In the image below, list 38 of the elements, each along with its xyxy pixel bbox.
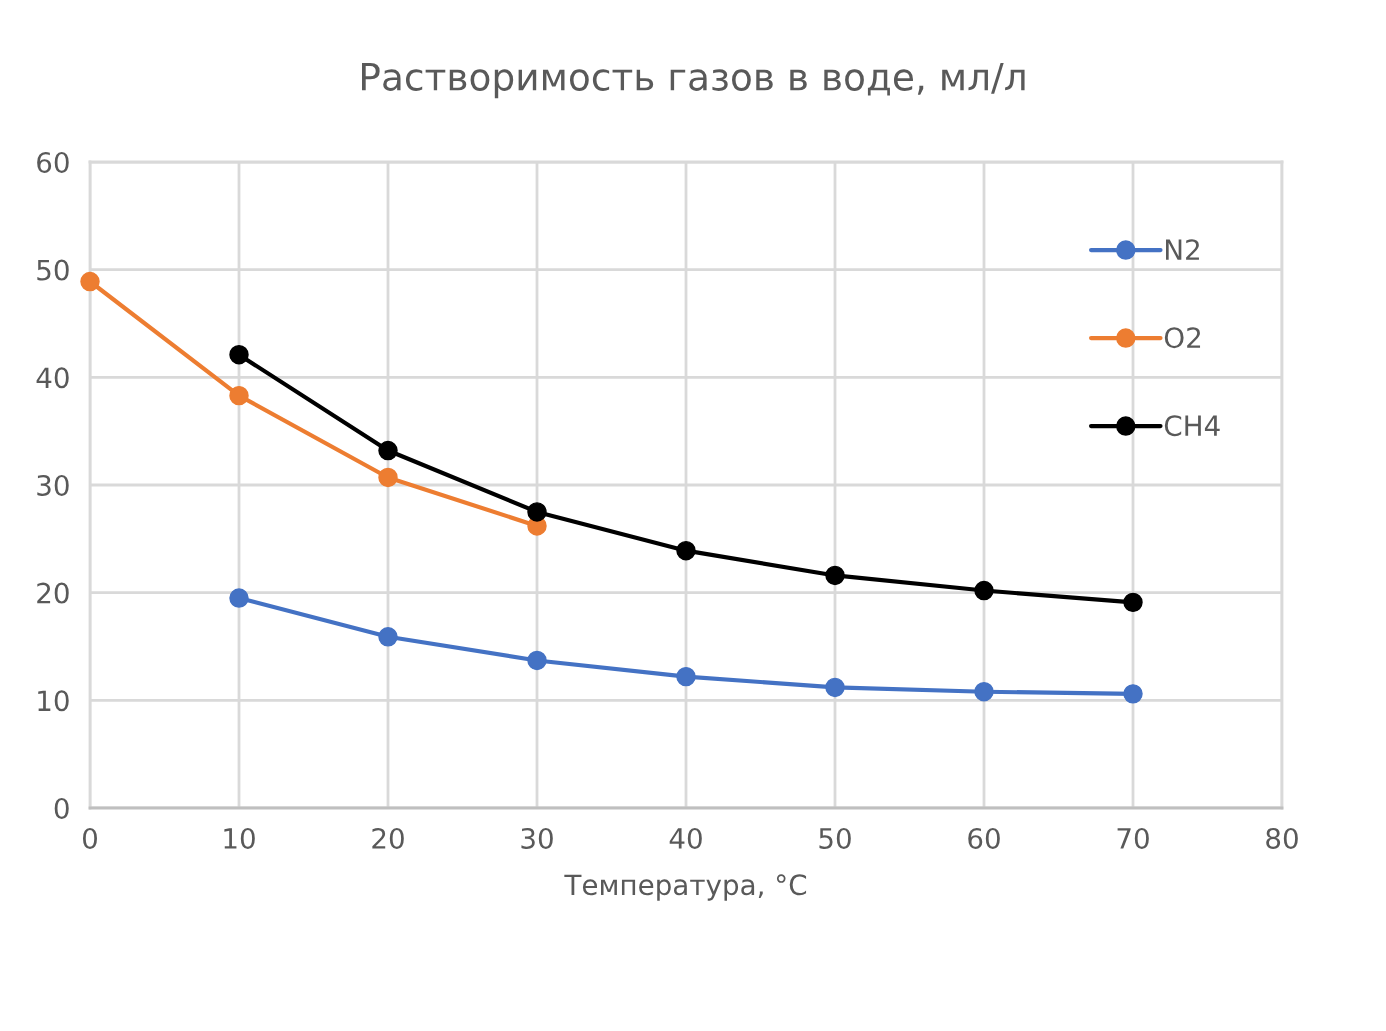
point (378, 440, 398, 461)
x-tick-label: 60 (968, 827, 1000, 849)
legend-label: O2 (1164, 327, 1201, 349)
point (229, 588, 249, 608)
y-tick-label: 30 (37, 474, 69, 496)
y-tick-label: 50 (37, 259, 69, 281)
point (229, 385, 249, 406)
point (825, 565, 845, 586)
x-tick-label: 30 (521, 827, 553, 849)
y-tick-label: 20 (37, 582, 69, 604)
x-tick-label: 20 (372, 827, 404, 849)
point (80, 271, 100, 292)
point (378, 627, 398, 647)
legend-label: CH4 (1164, 415, 1220, 437)
x-axis-title: Температура, °C (564, 874, 807, 901)
chart-title: Растворимость газов в воде, мл/л (362, 63, 1025, 99)
point (676, 540, 696, 561)
point (676, 666, 696, 687)
point (825, 677, 845, 698)
x-tick-label: 40 (669, 827, 702, 849)
legend-label: N2 (1166, 239, 1199, 260)
point (974, 681, 994, 702)
point (1123, 592, 1143, 613)
x-tick-label: 10 (224, 827, 255, 849)
y-tick-label: 60 (37, 151, 69, 173)
x-tick-label: 50 (819, 827, 851, 849)
x-tick-label: 80 (1266, 827, 1298, 849)
point (527, 650, 547, 671)
point (378, 467, 398, 488)
point (229, 345, 249, 365)
x-tick-label: 0 (82, 827, 97, 849)
point (527, 502, 547, 522)
x-tick-label: 70 (1117, 827, 1149, 849)
point (974, 580, 994, 601)
y-tick-label: 10 (38, 690, 69, 712)
point (1123, 684, 1143, 704)
y-tick-label: 0 (54, 797, 69, 819)
y-tick-label: 40 (36, 367, 69, 389)
